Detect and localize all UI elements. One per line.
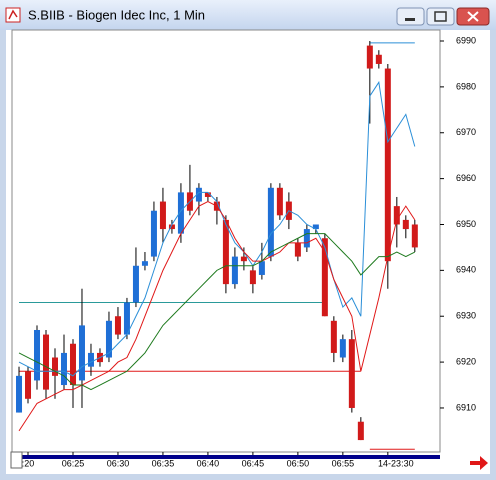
scroll-track[interactable] bbox=[22, 455, 440, 459]
close-glyph bbox=[467, 11, 479, 22]
moving-average bbox=[18, 200, 416, 432]
candle-body bbox=[87, 352, 94, 367]
candle-body bbox=[195, 187, 202, 202]
candle-body bbox=[168, 224, 175, 230]
candle-body bbox=[150, 210, 157, 257]
candle-body bbox=[393, 206, 400, 225]
candle-body bbox=[384, 68, 391, 262]
x-tick-label: 06:35 bbox=[152, 458, 175, 468]
candle-body bbox=[222, 219, 229, 285]
candle-body bbox=[249, 270, 256, 285]
y-tick-label: 6970 bbox=[456, 127, 476, 137]
candle-body bbox=[60, 352, 67, 386]
window-title: S.BIIB - Biogen Idec Inc, 1 Min bbox=[28, 7, 205, 22]
plot-area bbox=[11, 29, 441, 453]
candle-body bbox=[330, 320, 337, 353]
candle-body bbox=[105, 320, 112, 358]
minimize-button[interactable] bbox=[396, 7, 425, 26]
moving-average bbox=[18, 233, 416, 391]
candle-body bbox=[357, 421, 364, 441]
candle-body bbox=[78, 325, 85, 381]
candle-body bbox=[43, 334, 50, 390]
candle-body bbox=[366, 45, 373, 69]
candle-body bbox=[204, 192, 211, 197]
candle-body bbox=[177, 192, 184, 234]
candle-body bbox=[321, 238, 328, 317]
maximize-button[interactable] bbox=[426, 7, 455, 26]
candle-body bbox=[294, 242, 301, 257]
scroll-thumb[interactable] bbox=[10, 451, 23, 469]
y-tick-label: 6950 bbox=[456, 219, 476, 229]
maximize-glyph bbox=[434, 11, 447, 22]
y-tick-label: 6980 bbox=[456, 81, 476, 91]
x-tick-label: 06:45 bbox=[242, 458, 265, 468]
candle-body bbox=[123, 302, 130, 335]
candle-body bbox=[141, 261, 148, 266]
candle-body bbox=[16, 375, 23, 413]
candle-body bbox=[231, 256, 238, 285]
x-tick-label: 06:50 bbox=[287, 458, 310, 468]
y-tick-label: 6920 bbox=[456, 356, 476, 366]
candle-body bbox=[267, 187, 274, 257]
candle-body bbox=[132, 265, 139, 303]
y-tick-label: 6910 bbox=[456, 402, 476, 412]
moving-average bbox=[18, 80, 416, 377]
x-tick-label: 06:55 bbox=[332, 458, 355, 468]
candle-body bbox=[25, 371, 32, 399]
candle-body bbox=[375, 54, 382, 64]
candle-body bbox=[339, 339, 346, 358]
candle-body bbox=[34, 329, 41, 381]
x-tick-label: :20 bbox=[22, 458, 35, 468]
y-tick-label: 6940 bbox=[456, 265, 476, 275]
x-tick-label: 06:25 bbox=[62, 458, 85, 468]
scroll-right-arrow[interactable] bbox=[470, 456, 488, 470]
candle-body bbox=[402, 219, 409, 230]
candle-body bbox=[411, 224, 418, 248]
candle-body bbox=[69, 343, 76, 386]
candle-body bbox=[276, 187, 283, 216]
candle-body bbox=[312, 224, 319, 230]
candle-body bbox=[51, 357, 58, 376]
candle-body bbox=[240, 256, 247, 262]
y-tick-label: 6930 bbox=[456, 311, 476, 321]
minimize-glyph bbox=[405, 18, 415, 21]
candle-body bbox=[159, 201, 166, 230]
x-tick-label: 14-23:30 bbox=[378, 458, 414, 468]
y-tick-label: 6960 bbox=[456, 173, 476, 183]
x-tick-label: 06:30 bbox=[107, 458, 130, 468]
icon-glyph bbox=[8, 9, 18, 20]
candle-body bbox=[258, 261, 265, 275]
y-tick-label: 6990 bbox=[456, 35, 476, 45]
candle-body bbox=[348, 339, 355, 408]
candle-body bbox=[303, 229, 310, 248]
x-tick-label: 06:40 bbox=[197, 458, 220, 468]
candle-body bbox=[114, 316, 121, 335]
